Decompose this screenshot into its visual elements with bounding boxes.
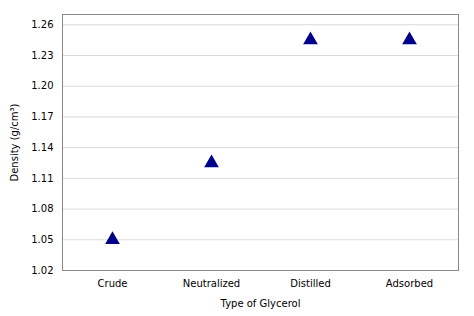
svg-text:1.17: 1.17 <box>31 111 53 122</box>
svg-text:1.08: 1.08 <box>31 203 53 214</box>
svg-text:1.05: 1.05 <box>31 234 53 245</box>
svg-text:Neutralized: Neutralized <box>183 278 240 289</box>
svg-text:1.11: 1.11 <box>31 173 53 184</box>
svg-text:1.02: 1.02 <box>31 265 53 276</box>
svg-text:Type of Glycerol: Type of Glycerol <box>220 298 301 309</box>
svg-text:Adsorbed: Adsorbed <box>386 278 433 289</box>
svg-text:Distilled: Distilled <box>290 278 330 289</box>
svg-text:1.26: 1.26 <box>31 19 53 30</box>
svg-text:Density (g/cm³): Density (g/cm³) <box>9 103 20 181</box>
svg-text:1.23: 1.23 <box>31 50 53 61</box>
svg-text:1.20: 1.20 <box>31 80 53 91</box>
svg-text:Crude: Crude <box>98 278 128 289</box>
svg-text:1.14: 1.14 <box>31 142 53 153</box>
